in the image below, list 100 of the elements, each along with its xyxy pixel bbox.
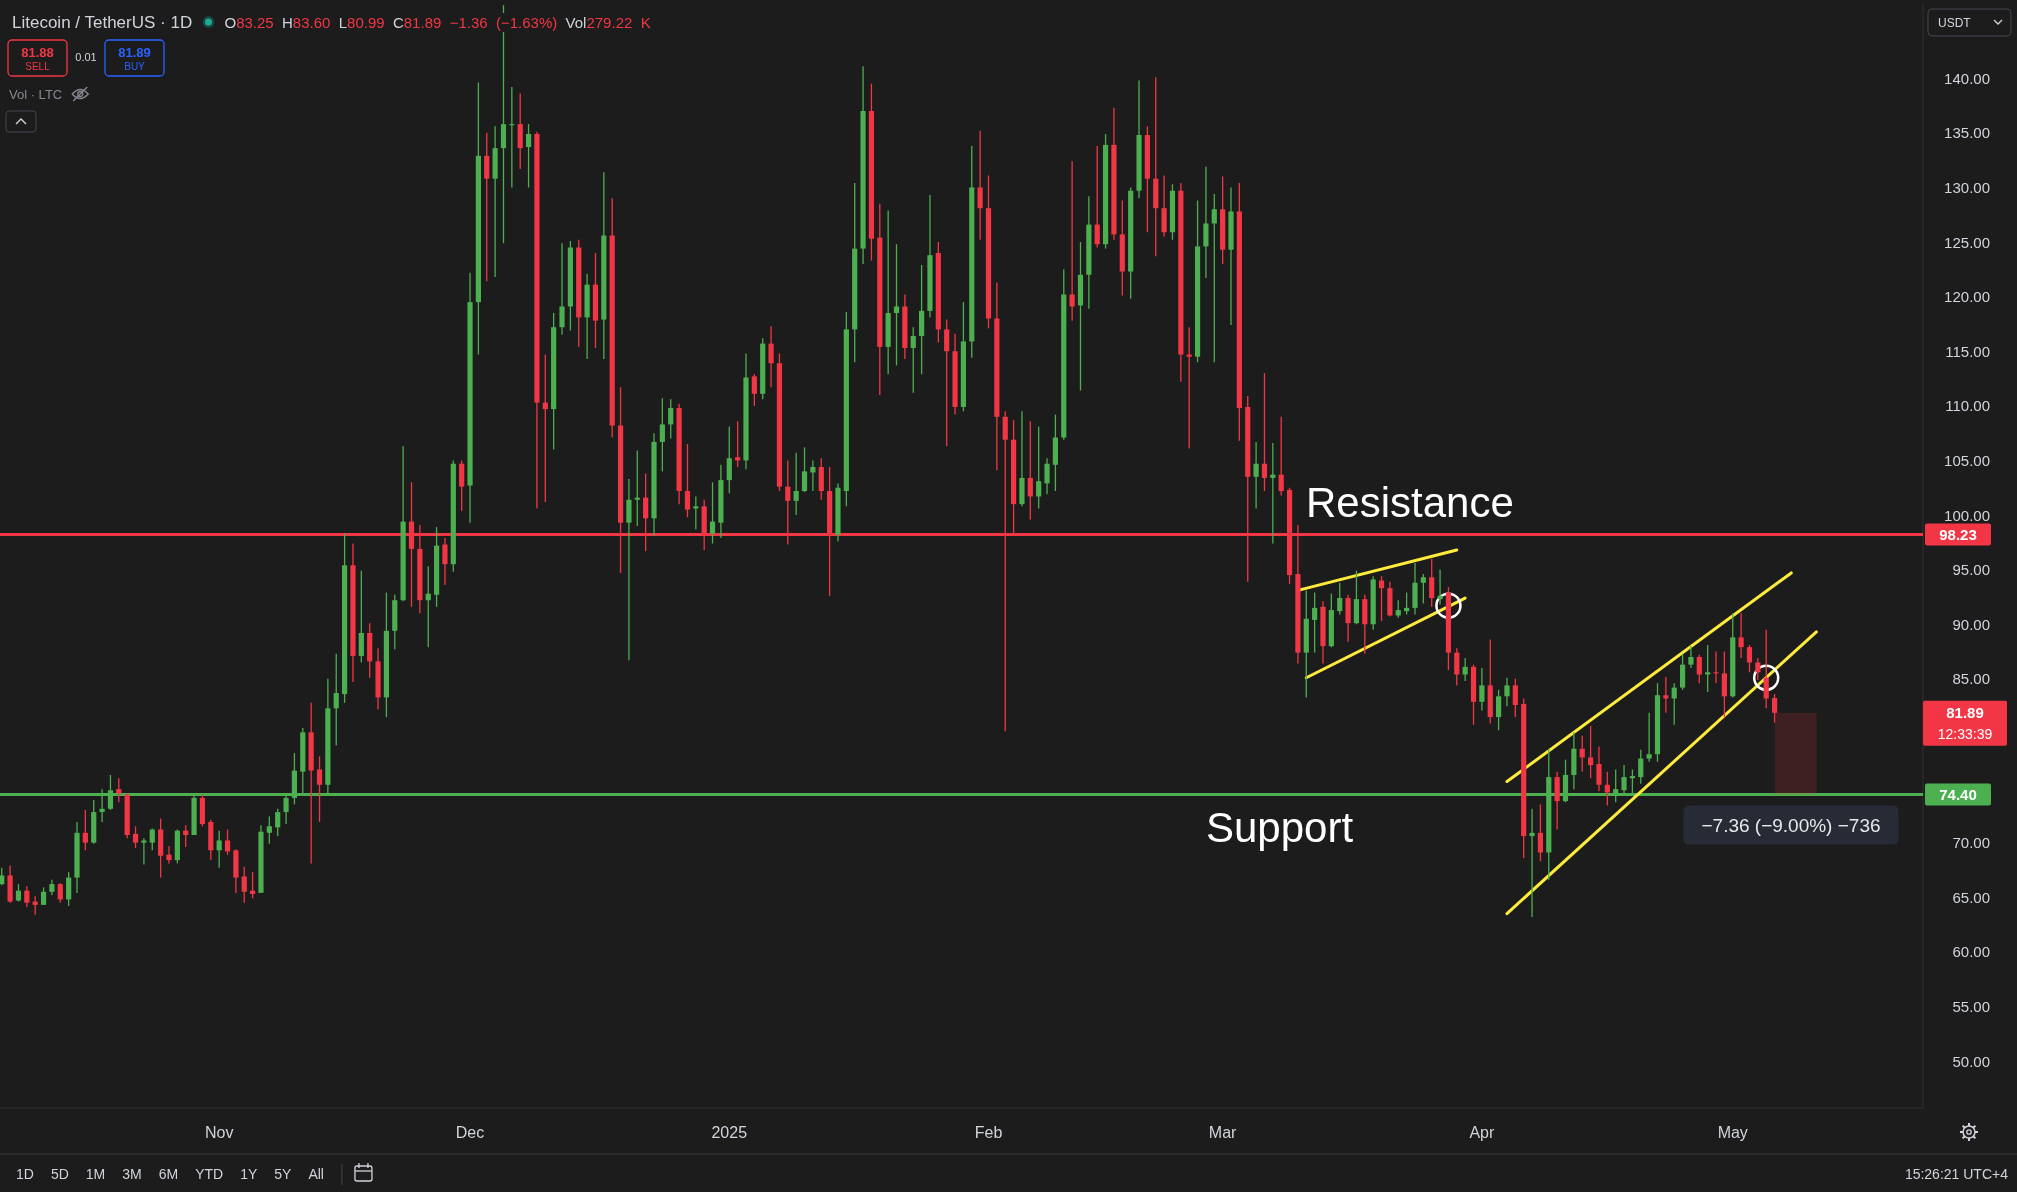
candlestick	[216, 829, 222, 869]
candlestick	[1738, 612, 1744, 659]
candlestick	[1771, 693, 1778, 724]
candlestick	[1454, 647, 1460, 687]
candlestick	[459, 459, 465, 512]
candlestick	[910, 326, 916, 394]
candlestick	[709, 481, 716, 545]
candlestick	[1537, 803, 1544, 862]
candlestick	[316, 755, 323, 823]
y-tick-label: 60.00	[1952, 943, 1990, 961]
candlestick	[1638, 749, 1644, 785]
x-tick-label: Feb	[974, 1123, 1003, 1141]
annotation: Resistance	[1306, 478, 1514, 526]
annotation: 0.01	[75, 51, 97, 63]
candlestick	[1044, 457, 1050, 495]
candlestick	[726, 425, 732, 494]
candlestick	[1429, 558, 1435, 608]
text: O83.25 H83.60 L80.99 C81.89 −1.36 (−1.63%) Vol279.22 K	[224, 13, 651, 31]
candlestick	[1721, 650, 1727, 718]
y-tick-label: 130.00	[1944, 178, 1990, 196]
x-tick-label: Apr	[1469, 1123, 1495, 1141]
y-tick-label: 90.00	[1952, 615, 1990, 633]
candlestick	[24, 885, 30, 908]
annotation: −7.36 (−9.00%) −736	[1701, 814, 1881, 836]
x-tick-label: Nov	[204, 1123, 234, 1141]
candlestick	[333, 653, 339, 747]
candlestick	[1027, 420, 1033, 521]
candlestick	[1705, 644, 1711, 693]
candlestick	[1437, 569, 1443, 606]
candlestick	[57, 882, 63, 904]
candlestick	[1671, 682, 1677, 726]
y-tick-label: 120.00	[1944, 288, 1990, 306]
candlestick	[1278, 416, 1284, 497]
candlestick	[684, 443, 691, 518]
y-tick-label: 135.00	[1944, 124, 1990, 142]
candlestick	[116, 777, 122, 803]
y-tick-label: 85.00	[1952, 670, 1990, 688]
y-tick-label: 50.00	[1952, 1052, 1990, 1070]
candlestick	[801, 446, 808, 493]
text: USDT	[1938, 15, 1972, 30]
candlestick	[634, 449, 640, 527]
candlestick	[1203, 166, 1209, 279]
annotation: Support	[1206, 803, 1354, 851]
annotation: 81.89	[118, 44, 151, 60]
candlestick	[82, 809, 88, 851]
candlestick	[525, 123, 532, 189]
candlestick	[1746, 644, 1753, 673]
candlestick	[693, 495, 699, 530]
annotation: Vol · LTC	[9, 86, 63, 102]
candlestick	[668, 398, 674, 440]
candlestick	[1312, 591, 1318, 654]
candlestick	[132, 825, 139, 849]
candlestick	[1755, 657, 1761, 681]
candlestick	[1420, 573, 1426, 605]
candlestick	[1529, 808, 1535, 918]
y-tick-label: 100.00	[1944, 506, 1990, 524]
x-tick-label: Mar	[1208, 1123, 1238, 1141]
candlestick	[1696, 654, 1702, 684]
candlestick	[224, 828, 231, 856]
candlestick	[1596, 745, 1602, 792]
text: 15:26:21 UTC+4	[1904, 1166, 2009, 1182]
candlestick	[1337, 582, 1343, 616]
candlestick	[266, 815, 272, 845]
candlestick	[1186, 326, 1192, 450]
y-tick-label: 65.00	[1952, 888, 1990, 906]
candlestick	[166, 845, 172, 865]
candlestick	[1479, 667, 1485, 712]
candlestick	[1069, 160, 1075, 322]
y-tick-label: 110.00	[1945, 397, 1990, 415]
candlestick	[1211, 193, 1217, 363]
candlestick	[1663, 676, 1669, 714]
y-tick-label: 115.00	[1945, 342, 1990, 360]
candlestick	[944, 318, 950, 447]
ref-line-label: 74.40	[1939, 786, 1977, 804]
candlestick	[1679, 653, 1686, 691]
text: 81.89	[1946, 704, 1984, 722]
annotation: 81.88 SELL	[21, 44, 54, 72]
candlestick	[141, 837, 147, 866]
candlestick	[1496, 689, 1502, 731]
candlestick	[977, 130, 983, 241]
candlestick	[1588, 725, 1594, 779]
y-tick-label: 95.00	[1952, 561, 1990, 579]
candlestick	[751, 373, 757, 407]
candlestick	[442, 537, 448, 586]
candlestick	[659, 397, 665, 473]
candlestick	[484, 132, 490, 283]
text: 12:33:39	[1937, 725, 1993, 742]
candlestick	[626, 478, 632, 661]
candlestick	[66, 871, 72, 907]
candlestick	[275, 808, 281, 837]
x-tick-label: Dec	[455, 1123, 485, 1141]
candlestick	[893, 243, 900, 367]
candlestick	[1688, 645, 1694, 669]
text: BUY	[124, 60, 145, 72]
candlestick	[358, 570, 364, 664]
candlestick	[1504, 677, 1510, 707]
y-tick-label: 55.00	[1952, 997, 1990, 1015]
candlestick	[1261, 372, 1268, 492]
candlestick	[1253, 441, 1259, 510]
text: Litecoin / TetherUS · 1D	[12, 12, 193, 32]
